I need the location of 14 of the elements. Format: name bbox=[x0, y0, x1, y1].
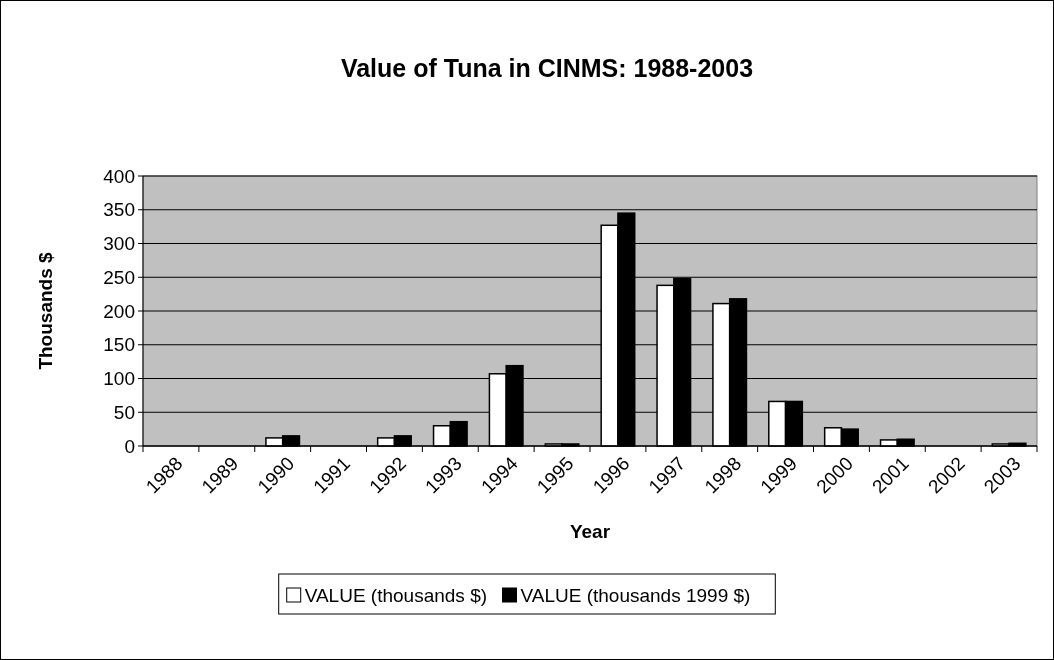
x-axis-title: Year bbox=[569, 521, 611, 542]
y-tick-label: 400 bbox=[103, 165, 135, 187]
legend-label: VALUE (thousands $) bbox=[304, 584, 488, 606]
chart-title: Value of Tuna in CINMS: 1988-2003 bbox=[340, 54, 754, 82]
y-tick-label: 300 bbox=[103, 233, 135, 255]
y-tick-label: 250 bbox=[103, 266, 135, 288]
y-axis-title: Thousands $ bbox=[35, 251, 56, 370]
y-tick-label: 200 bbox=[103, 300, 135, 322]
y-tick-label: 100 bbox=[103, 368, 135, 390]
y-tick-label: 350 bbox=[103, 199, 135, 221]
y-tick-label: 50 bbox=[113, 401, 135, 423]
legend-label: VALUE (thousands 1999 $) bbox=[520, 584, 751, 606]
y-tick-label: 150 bbox=[103, 334, 135, 356]
y-tick-label: 0 bbox=[124, 435, 135, 457]
